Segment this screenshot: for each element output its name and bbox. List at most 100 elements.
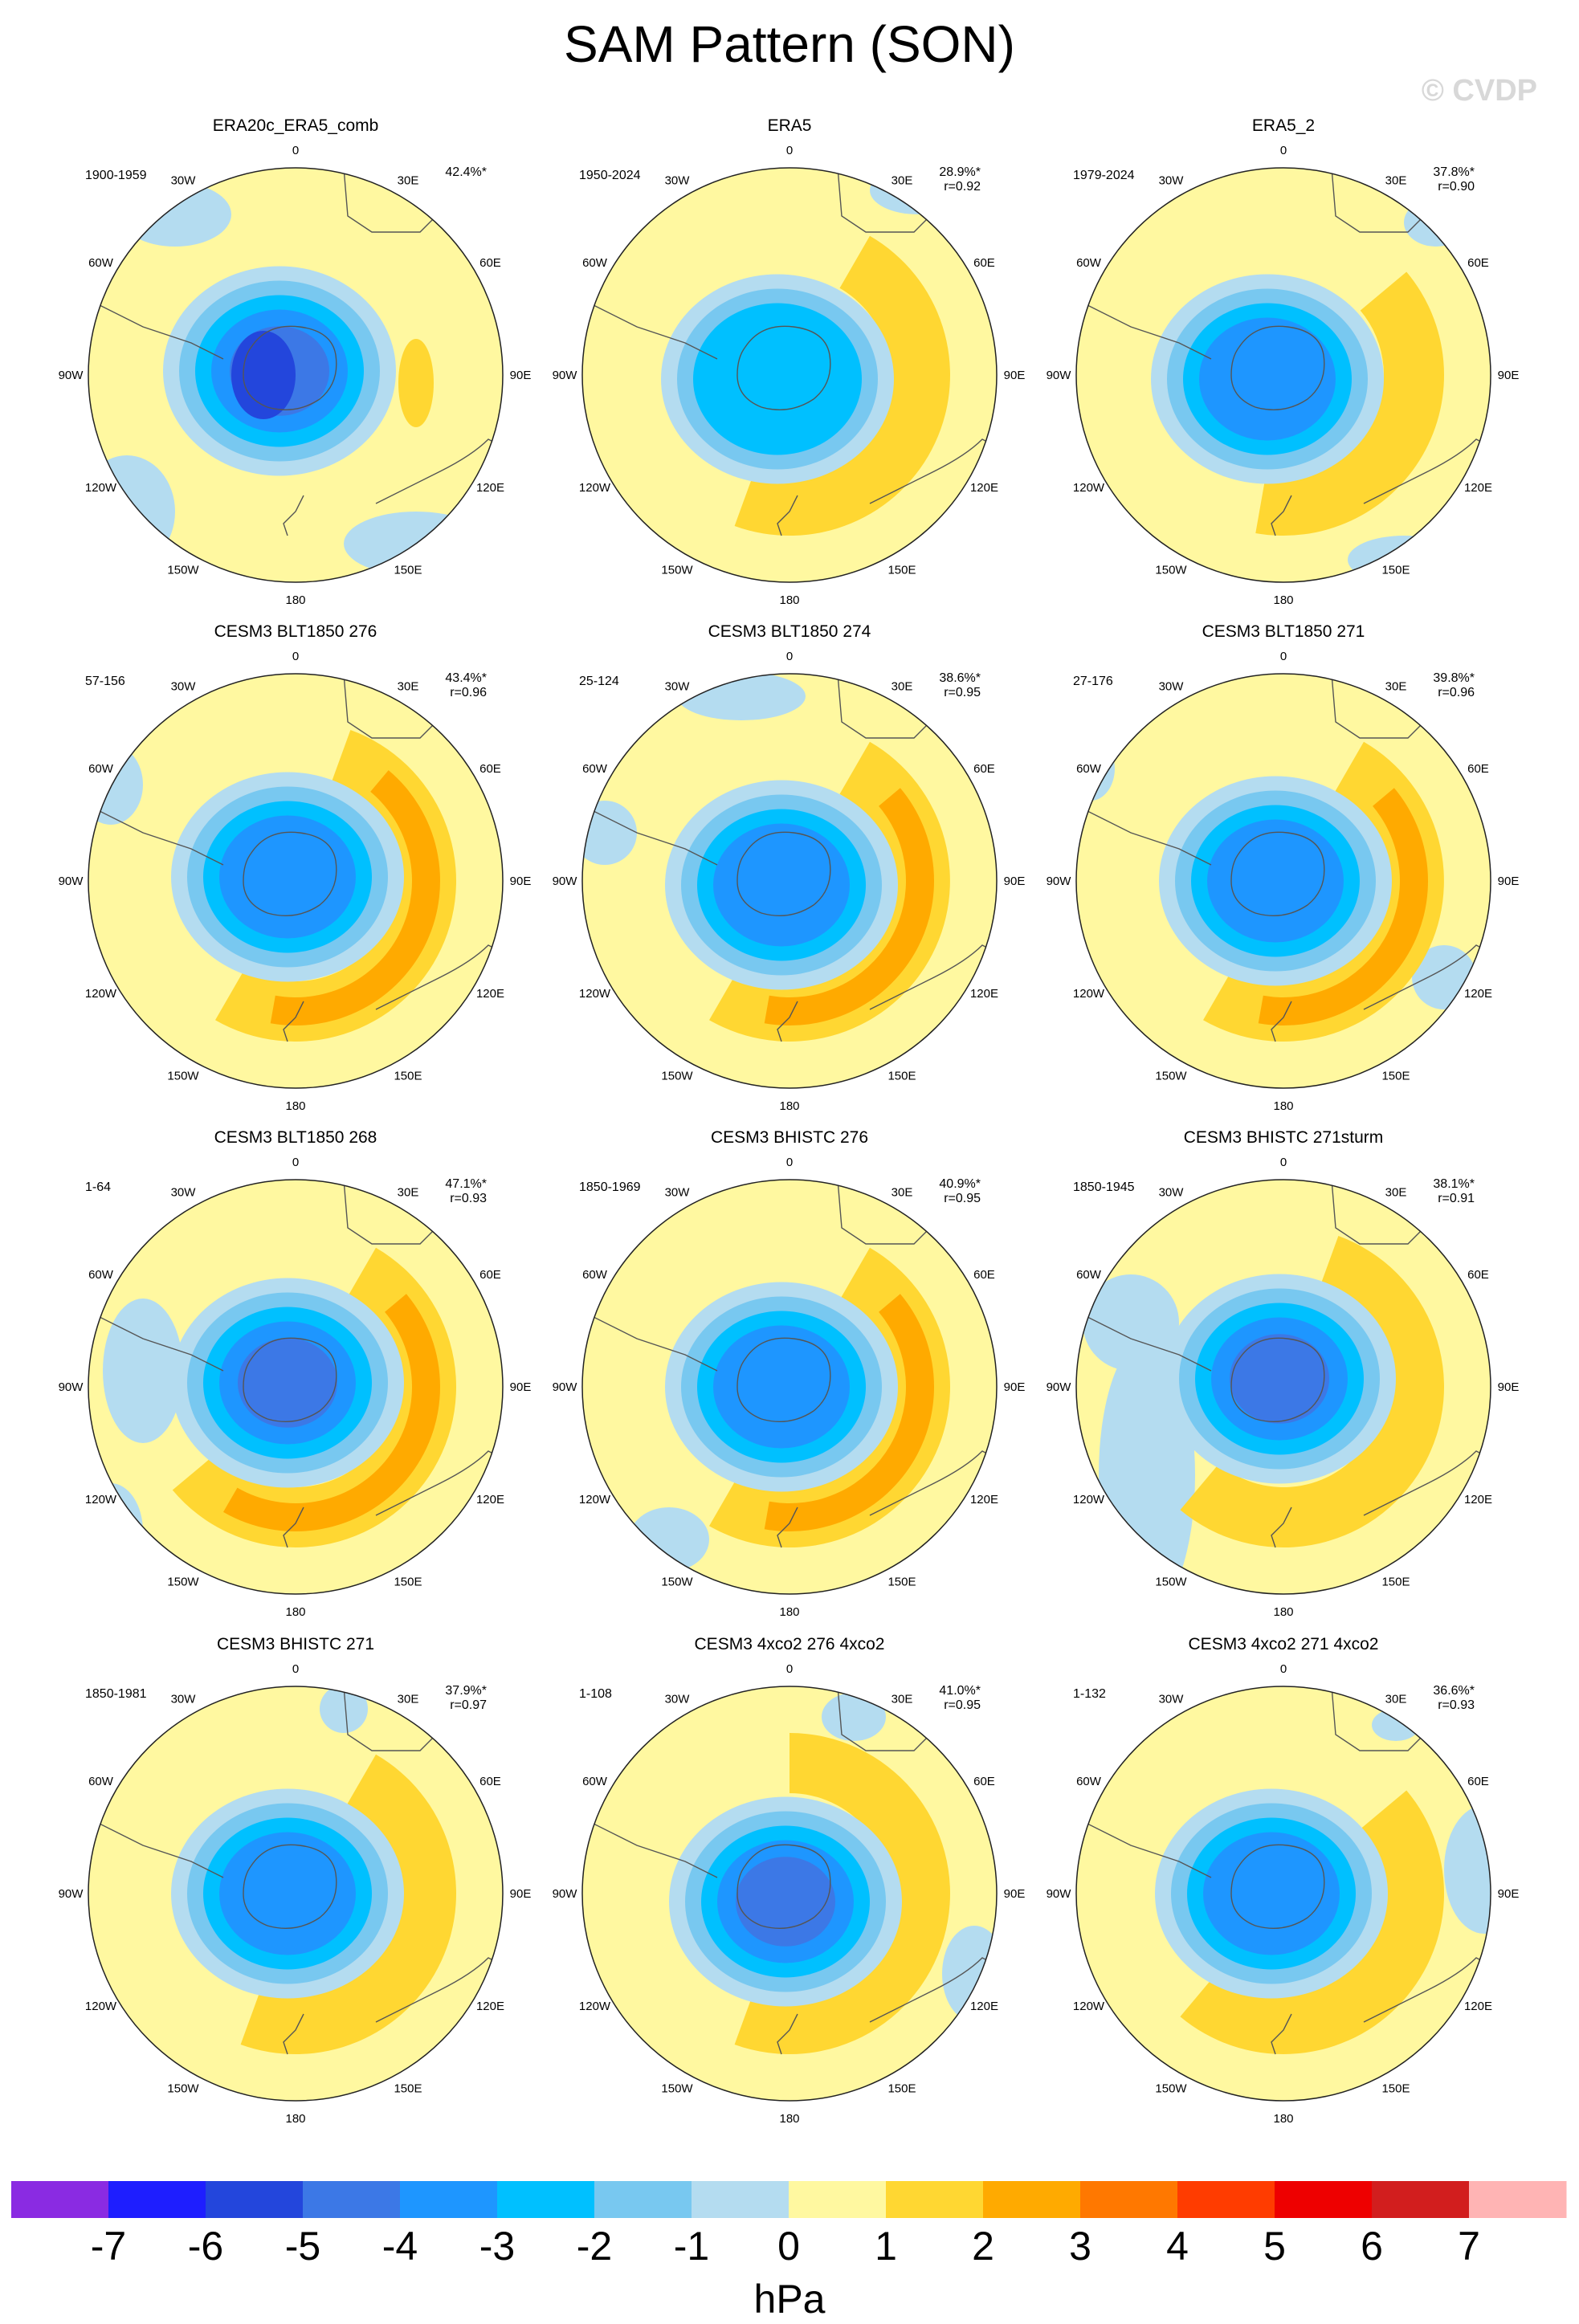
longitude-label: 180	[779, 2112, 799, 2126]
south-america-outline	[94, 302, 224, 360]
longitude-label: 30E	[1385, 680, 1407, 694]
longitude-label: 90E	[1498, 875, 1520, 888]
antarctica-outline	[736, 325, 831, 411]
map-strong-positive-anomaly	[764, 1294, 934, 1531]
longitude-label: 30W	[1159, 680, 1185, 694]
longitude-label: 60E	[479, 1268, 501, 1282]
longitude-label: 150E	[394, 1069, 422, 1082]
longitude-label: 60E	[1467, 762, 1489, 776]
new-zealand-outline	[283, 495, 304, 536]
panel-percent-variance: 38.6%*	[939, 671, 981, 685]
map-panel: CESM3 4xco2 276 4xco2 1-108 41.0%*r=0.95 0 3…	[553, 1635, 1026, 2126]
panel-percent-variance: 42.4%*	[445, 165, 487, 179]
page-title: SAM Pattern (SON)	[564, 15, 1015, 73]
longitude-label: 90E	[1498, 369, 1520, 382]
south-america-outline	[1082, 1314, 1212, 1372]
antarctica-outline	[243, 831, 337, 917]
longitude-label: 120E	[1464, 987, 1492, 1001]
longitude-label: 150E	[887, 563, 916, 577]
australia-outline	[1363, 944, 1491, 1010]
panel-title: CESM3 BLT1850 274	[708, 622, 871, 641]
longitude-label: 0	[1280, 1156, 1287, 1169]
longitude-label: 150W	[661, 1575, 693, 1588]
longitude-label: 60W	[1076, 1775, 1102, 1788]
africa-outline	[343, 1180, 437, 1245]
colorbar-swatch	[1372, 2181, 1470, 2218]
panel-years: 1-108	[579, 1687, 612, 1701]
colorbar-tick-label: 1	[875, 2224, 897, 2269]
panel-correlation: r=0.93	[1438, 1698, 1475, 1712]
longitude-label: 180	[1273, 1605, 1293, 1619]
longitude-label: 180	[1273, 593, 1293, 607]
longitude-label: 120E	[970, 1493, 998, 1507]
south-america-outline	[588, 1314, 718, 1372]
map-border	[581, 1179, 998, 1595]
longitude-label: 90W	[1047, 1380, 1072, 1394]
longitude-label: 90E	[1004, 1887, 1026, 1901]
longitude-label: 30W	[665, 1186, 691, 1200]
longitude-label: 0	[786, 144, 793, 157]
longitude-label: 30E	[398, 1186, 419, 1200]
panel-title: CESM3 BHISTC 276	[711, 1128, 868, 1147]
longitude-label: 30E	[1385, 1186, 1407, 1200]
panel-correlation: r=0.95	[944, 686, 981, 699]
longitude-label: 60E	[973, 1268, 995, 1282]
longitude-label: 120E	[1464, 1493, 1492, 1507]
new-zealand-outline	[1271, 1507, 1292, 1548]
colorbar-swatch	[886, 2181, 984, 2218]
map-panel: CESM3 BHISTC 276 1850-1969 40.9%*r=0.95 0 30…	[553, 1128, 1026, 1619]
map-strong-positive-anomaly	[764, 788, 934, 1025]
panel-percent-variance: 40.9%*	[939, 1177, 981, 1191]
map-border	[88, 1686, 504, 2102]
longitude-label: 60W	[1076, 256, 1102, 270]
longitude-label: 90E	[1004, 369, 1026, 382]
longitude-label: 180	[1273, 1099, 1293, 1113]
longitude-label: 150W	[1155, 1069, 1187, 1082]
map-panel: CESM3 BLT1850 268 1-64 47.1%*r=0.93 0 30E 60E…	[59, 1128, 532, 1619]
colorbar-tick-label: 5	[1263, 2224, 1286, 2269]
map-positive-anomaly	[240, 1754, 457, 2054]
new-zealand-outline	[1271, 2013, 1292, 2055]
colorbar-units-label: hPa	[754, 2277, 826, 2322]
map-border	[581, 167, 998, 583]
colorbar-swatch	[11, 2181, 109, 2218]
panel-percent-variance: 37.9%*	[445, 1684, 487, 1698]
panel-years: 1850-1945	[1073, 1180, 1135, 1194]
longitude-label: 120E	[970, 481, 998, 495]
colorbar-tick-label: 0	[777, 2224, 800, 2269]
south-america-outline	[1082, 808, 1212, 866]
new-zealand-outline	[283, 1001, 304, 1042]
longitude-label: 60E	[479, 1775, 501, 1788]
longitude-label: 90W	[59, 875, 84, 888]
panel-years: 27-176	[1073, 675, 1113, 688]
longitude-label: 90W	[553, 1380, 578, 1394]
longitude-label: 90W	[1047, 875, 1072, 888]
colorbar-swatch	[497, 2181, 595, 2218]
australia-outline	[1363, 438, 1491, 504]
africa-outline	[1331, 1686, 1425, 1751]
south-america-outline	[1082, 1820, 1212, 1878]
longitude-label: 60W	[1076, 762, 1102, 776]
longitude-label: 90W	[553, 1887, 578, 1901]
australia-outline	[869, 1957, 997, 2023]
map-anomaly-patch	[103, 1299, 183, 1443]
longitude-label: 30W	[1159, 1693, 1185, 1706]
map-negative-anomaly-ring	[238, 1338, 337, 1428]
longitude-label: 30E	[892, 1186, 913, 1200]
longitude-label: 150E	[887, 2081, 916, 2095]
panel-title: CESM3 BLT1850 271	[1202, 622, 1365, 641]
longitude-label: 30W	[171, 1186, 197, 1200]
longitude-label: 120W	[1073, 1493, 1105, 1507]
longitude-label: 0	[786, 1662, 793, 1676]
antarctica-outline	[243, 325, 337, 411]
map-anomaly-patch	[822, 1693, 886, 1741]
panel-title: CESM3 BHISTC 271sturm	[1184, 1128, 1384, 1147]
colorbar-tick-label: -5	[285, 2224, 320, 2269]
longitude-label: 60E	[479, 762, 501, 776]
panel-percent-variance: 36.6%*	[1433, 1684, 1475, 1698]
map-negative-anomaly-ring	[1203, 1832, 1340, 1955]
longitude-label: 120W	[579, 2000, 611, 2013]
south-america-outline	[588, 1820, 718, 1878]
map-border	[88, 673, 504, 1089]
